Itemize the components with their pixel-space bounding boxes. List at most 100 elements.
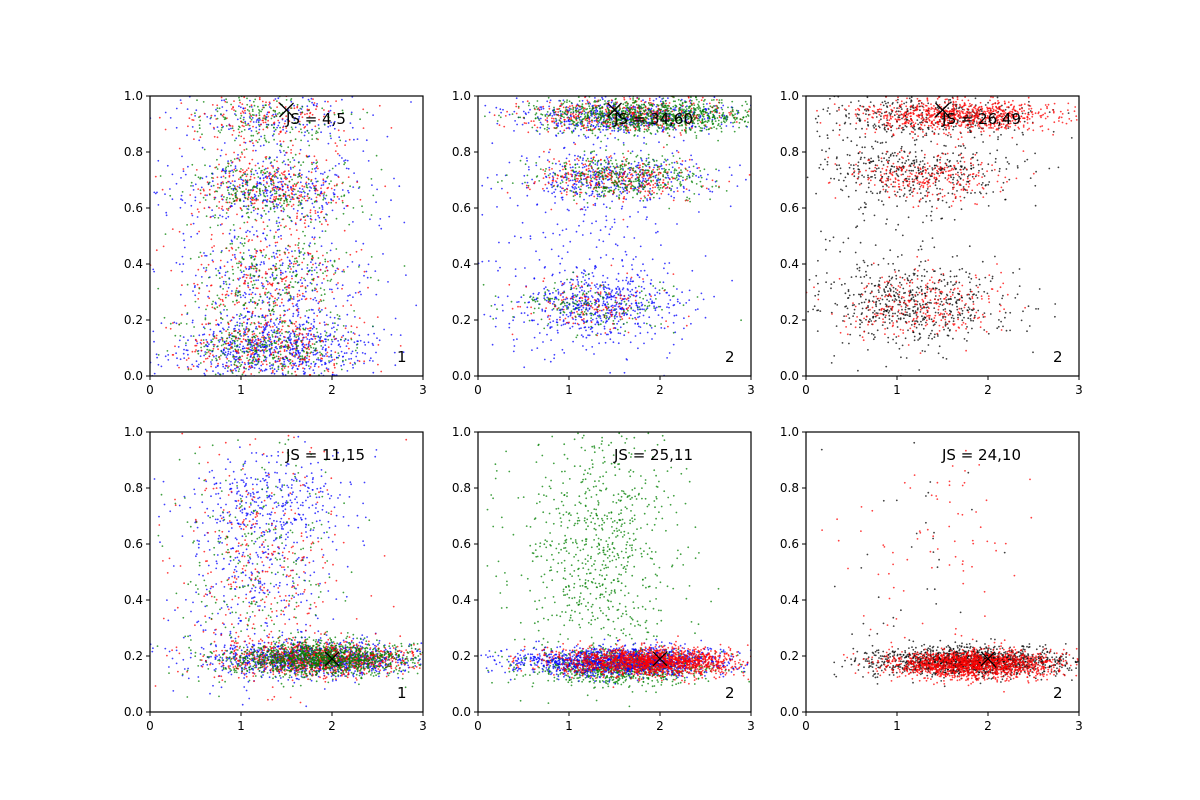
data-point [303, 197, 306, 200]
data-point [258, 270, 261, 272]
data-point [276, 171, 278, 174]
data-point [571, 179, 574, 182]
data-point [207, 183, 210, 185]
data-point [660, 164, 663, 167]
data-point [382, 253, 384, 255]
data-point [537, 293, 540, 296]
data-point [226, 337, 229, 340]
data-point [300, 340, 302, 342]
data-point [312, 361, 315, 363]
data-point [617, 332, 620, 334]
data-point [198, 287, 201, 290]
data-point [341, 287, 343, 290]
data-point [208, 276, 210, 279]
data-point [296, 345, 298, 347]
data-point [236, 185, 239, 188]
data-point [327, 110, 330, 112]
data-point [375, 154, 378, 157]
data-point [308, 245, 311, 248]
data-point [257, 199, 259, 201]
data-point [610, 291, 613, 293]
data-point [198, 127, 201, 130]
data-point [213, 198, 216, 201]
data-point [251, 158, 254, 161]
data-point [317, 302, 320, 305]
data-point [582, 272, 585, 275]
data-point [158, 116, 161, 119]
data-point [290, 296, 292, 299]
data-point [276, 332, 279, 335]
data-point [307, 225, 310, 228]
data-point [276, 198, 279, 200]
data-point [241, 276, 244, 279]
data-point [299, 325, 302, 327]
data-point [289, 341, 292, 344]
data-point [226, 261, 229, 263]
data-point [285, 355, 287, 358]
data-point [204, 254, 207, 257]
data-point [320, 187, 322, 190]
data-point [303, 344, 306, 346]
data-point [344, 327, 347, 330]
data-point [217, 224, 219, 227]
data-point [186, 108, 189, 110]
data-point [681, 338, 683, 340]
data-point [324, 349, 327, 352]
data-point [621, 173, 624, 176]
data-point [262, 248, 265, 251]
data-point [250, 198, 253, 201]
data-point [265, 186, 267, 189]
data-point [605, 156, 608, 158]
data-point [707, 188, 710, 191]
data-point [324, 307, 327, 310]
data-point [292, 265, 295, 268]
data-point [213, 245, 216, 247]
data-point [315, 108, 317, 111]
data-point [557, 293, 560, 295]
data-point [342, 334, 345, 337]
data-point [295, 341, 297, 343]
data-point [341, 270, 344, 273]
data-point [250, 134, 253, 137]
data-point [324, 334, 327, 337]
data-point [233, 253, 236, 256]
data-point [261, 215, 263, 218]
data-point [313, 318, 315, 321]
data-point [313, 206, 315, 209]
data-point [325, 367, 328, 370]
data-point [506, 295, 509, 298]
data-point [256, 132, 259, 135]
data-point [639, 169, 642, 171]
data-point [270, 190, 272, 193]
data-point [156, 356, 159, 359]
data-point [244, 122, 247, 125]
data-point [544, 310, 547, 313]
data-point [319, 287, 322, 290]
data-point [273, 279, 275, 281]
data-point [225, 364, 227, 367]
data-point [268, 141, 270, 144]
data-point [214, 114, 216, 117]
data-point [292, 351, 295, 354]
data-point [579, 286, 582, 289]
data-point [241, 174, 244, 177]
data-point [297, 121, 300, 123]
data-point [200, 349, 203, 352]
data-point [281, 272, 284, 274]
data-point [192, 119, 195, 121]
data-point [290, 107, 293, 109]
data-point [180, 102, 183, 104]
data-point [207, 351, 210, 353]
data-point [176, 357, 178, 360]
data-point [210, 114, 213, 117]
data-point [216, 158, 218, 161]
data-point [307, 360, 310, 363]
data-point [288, 308, 291, 311]
data-point [321, 230, 324, 233]
data-point [220, 184, 222, 187]
data-point [606, 287, 608, 289]
data-point [230, 370, 233, 372]
data-point [288, 263, 291, 265]
data-point [372, 371, 375, 374]
data-point [232, 224, 235, 226]
